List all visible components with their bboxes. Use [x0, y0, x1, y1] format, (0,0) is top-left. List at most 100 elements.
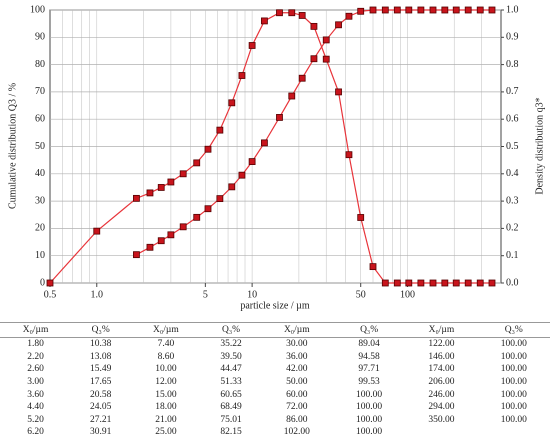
table-cell: 75.01 — [220, 414, 242, 425]
table-cell: 100.00 — [356, 402, 383, 413]
table-row: 5.20 27.21 21.00 75.01 86.00 100.00 350.00 100.… — [0, 414, 550, 427]
marker — [393, 279, 401, 287]
marker — [228, 183, 236, 191]
marker — [261, 139, 268, 147]
table-cell: 10.38 — [90, 339, 112, 350]
table-cell: 100.00 — [356, 389, 383, 400]
marker — [167, 178, 175, 186]
marker — [488, 279, 496, 287]
marker — [322, 55, 330, 63]
marker — [464, 279, 472, 287]
y2-axis-label: Density distribution q3* — [534, 97, 545, 194]
marker — [369, 263, 377, 271]
marker — [357, 214, 365, 221]
y2-tick-label: 1.0 — [506, 4, 519, 15]
header-cell: X₀/µm — [0, 322, 72, 338]
chart: particle size / µm Cumulative distributi… — [7, 4, 545, 311]
table-cell: 51.33 — [220, 377, 242, 388]
table-cell: 100.00 — [500, 402, 527, 413]
marker — [193, 213, 201, 221]
y2-tick-label: 0.3 — [506, 195, 519, 206]
table-row: 1.80 10.38 7.40 35.22 30.00 89.04 122.00 100.00 — [0, 338, 550, 351]
table-cell: 24.05 — [90, 402, 112, 413]
marker — [381, 279, 389, 287]
table-cell: 206.00 — [428, 377, 455, 388]
table-cell: 102.00 — [283, 427, 310, 438]
table-cell: 100.00 — [500, 339, 527, 350]
table-row: 2.20 13.08 8.60 39.50 36.00 94.58 146.00 100.00 — [0, 351, 550, 364]
table-row: 4.40 24.05 18.00 68.49 72.00 100.00 294.00 100.… — [0, 401, 550, 414]
table-cell: 100.00 — [500, 389, 527, 400]
grid — [50, 9, 501, 284]
marker — [46, 279, 54, 287]
marker — [157, 184, 165, 191]
header-cell: X₀/µm — [405, 322, 478, 338]
y2-tick-label: 0.1 — [506, 250, 519, 261]
table-cell: 3.00 — [27, 377, 44, 388]
marker — [216, 126, 224, 134]
table-cell: 13.08 — [90, 351, 112, 362]
header-cell: Q₃% — [201, 322, 261, 338]
table-cell: 27.21 — [90, 414, 112, 425]
y2-tick-label: 0.2 — [506, 223, 519, 234]
y2-tick-label: 0.4 — [506, 168, 519, 179]
table-cell: 36.00 — [286, 351, 308, 362]
marker — [335, 88, 342, 96]
marker — [335, 21, 342, 29]
marker — [476, 6, 484, 14]
marker — [93, 227, 101, 235]
table-cell: 12.00 — [155, 377, 177, 388]
marker — [357, 7, 365, 15]
y-tick-label: 30 — [35, 195, 45, 206]
y-tick-label: 10 — [35, 250, 45, 261]
table-cell: 30.00 — [286, 339, 308, 350]
marker — [405, 6, 413, 14]
y2-tick-label: 0.9 — [506, 32, 519, 43]
header-cell: X₀/µm — [130, 322, 202, 338]
table-cell: 35.22 — [220, 339, 242, 350]
table-cell: 294.00 — [428, 402, 455, 413]
marker — [322, 36, 330, 44]
data-table: X₀/µm Q₃% X₀/µm Q₃% X₀/µm Q₃% X₀/µm Q₃% 1.80 10.3… — [0, 322, 550, 439]
table-cell: 18.00 — [155, 402, 177, 413]
header-cell: Q₃% — [332, 322, 406, 338]
table-cell: 39.50 — [220, 351, 242, 362]
x-tick-label: 5 — [203, 289, 208, 300]
x-tick-label: 1.0 — [91, 289, 104, 300]
table-cell: 1.80 — [27, 339, 44, 350]
marker — [441, 6, 449, 14]
table-cell: 15.00 — [155, 389, 177, 400]
y-tick-label: 60 — [35, 113, 45, 124]
y-tick-label: 90 — [35, 32, 45, 43]
table-cell: 60.65 — [220, 389, 242, 400]
table-cell: 17.65 — [90, 377, 112, 388]
y2-tick-label: 0.5 — [506, 141, 519, 152]
table-cell: 68.49 — [220, 402, 242, 413]
marker — [179, 223, 187, 231]
table-cell: 100.00 — [500, 351, 527, 362]
marker — [405, 279, 413, 287]
marker — [204, 205, 212, 213]
marker — [228, 99, 236, 107]
marker — [133, 194, 140, 202]
marker — [238, 72, 246, 79]
table-cell: 15.49 — [90, 364, 112, 375]
marker — [133, 251, 140, 259]
marker — [146, 243, 154, 251]
marker — [298, 74, 306, 82]
table-cell: 100.00 — [356, 427, 383, 438]
header-cell: Q₃% — [71, 322, 131, 338]
x-axis-label: particle size / µm — [240, 300, 310, 311]
table-cell: 72.00 — [286, 402, 308, 413]
marker — [429, 279, 437, 287]
marker — [248, 42, 256, 49]
table-header: X₀/µm Q₃% X₀/µm Q₃% X₀/µm Q₃% X₀/µm Q₃% — [0, 322, 550, 338]
marker — [452, 279, 460, 287]
marker — [441, 279, 449, 287]
table-cell: 3.60 — [27, 389, 44, 400]
y2-tick-label: 0.7 — [506, 86, 519, 97]
table-row: 2.60 15.49 10.00 44.47 42.00 97.71 174.00 100.0… — [0, 363, 550, 376]
y-tick-label: 50 — [35, 141, 45, 152]
table-cell: 100.00 — [500, 414, 527, 425]
table-cell: 42.00 — [286, 364, 308, 375]
